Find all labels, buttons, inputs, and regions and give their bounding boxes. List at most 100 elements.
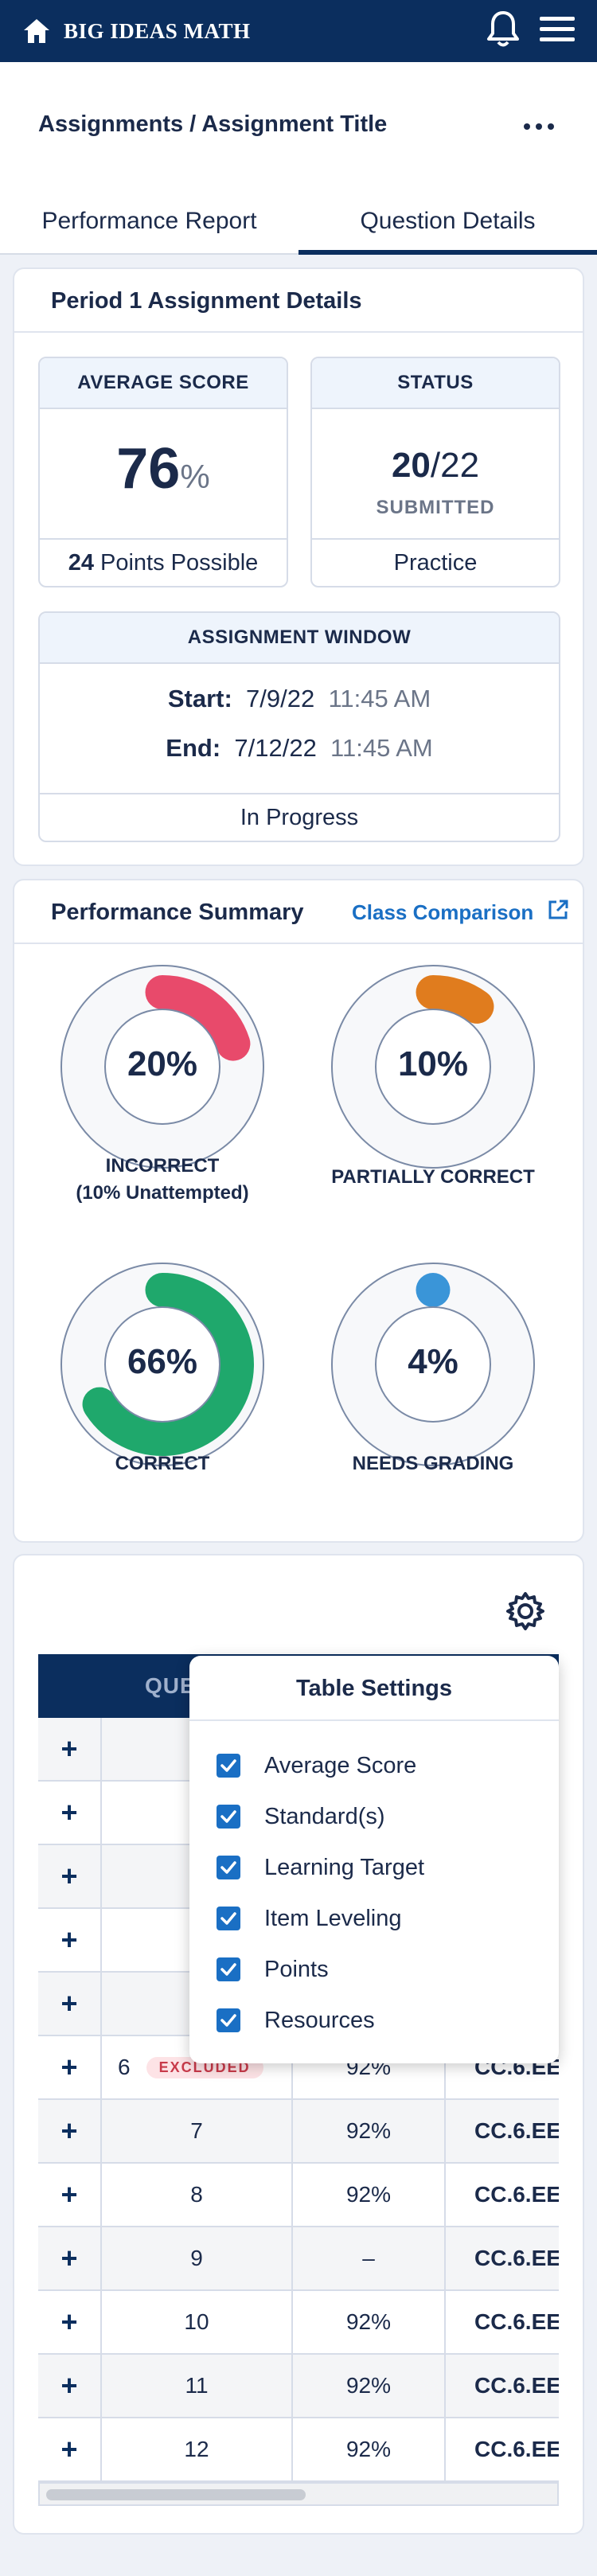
tab-question-details[interactable]: Question Details [298,197,597,255]
question-column-header[interactable]: QUE [145,1673,196,1698]
donut-label: PARTIALLY CORRECT [331,1166,535,1188]
settings-option[interactable]: Resources [217,2004,375,2036]
total-count: /22 [430,446,480,485]
expand-row-button[interactable]: + [38,2418,102,2480]
expand-row-button[interactable]: + [38,1973,102,2035]
settings-option[interactable]: Item Leveling [217,1903,402,1934]
expand-row-button[interactable]: + [38,2036,102,2098]
home-icon[interactable] [22,17,51,45]
checkbox-checked-icon[interactable] [217,1957,240,1981]
average-score-cell: – [293,2227,446,2289]
external-link-icon [548,900,568,926]
donut-label: CORRECT [115,1453,210,1474]
performance-summary-card: Performance Summary Class Comparison 20%… [13,879,584,1543]
summary-title: Performance Summary [51,900,304,925]
donut-chart: 10% [330,963,537,1174]
expand-row-button[interactable]: + [38,2355,102,2417]
bell-icon[interactable] [486,10,521,53]
start-time: 11:45 AM [328,685,431,712]
donut-chart: 20% [59,963,266,1174]
donut-label: INCORRECT (10% Unattempted) [76,1155,249,1204]
tab-bar: Performance Report Question Details [0,197,597,255]
standard-cell: CC.6.EE [474,2437,559,2461]
average-score-cell: 92% [293,2418,446,2480]
checkbox-checked-icon[interactable] [217,1907,240,1930]
settings-option-label: Resources [264,2007,375,2033]
donut-segment [416,1273,451,1307]
question-number-cell: 12 [102,2418,293,2480]
status-box: STATUS 20/22 SUBMITTED Practice [310,357,560,587]
donut-value: 4% [408,1342,458,1381]
table-row: +11 92% CC.6.EE [38,2355,559,2418]
checkbox-checked-icon[interactable] [217,2008,240,2032]
standard-cell: CC.6.EE [474,2373,559,2398]
average-score-box: AVERAGE SCORE 76% 24 Points Possible [38,357,288,587]
average-score-cell: 92% [293,2291,446,2353]
class-comparison-label: Class Comparison [352,900,534,924]
horizontal-scrollbar[interactable] [38,2482,559,2506]
question-number-cell: 10 [102,2291,293,2353]
table-row: +9– CC.6.EE [38,2227,559,2291]
standard-cell: CC.6.EE [474,2182,559,2207]
checkbox-checked-icon[interactable] [217,1805,240,1829]
average-score-cell: 92% [293,2100,446,2162]
donut-chart: 66% [59,1261,266,1472]
expand-row-button[interactable]: + [38,1718,102,1780]
more-options-icon[interactable] [519,115,559,139]
donut-value: 66% [127,1342,198,1381]
donut-value: 10% [397,1044,469,1083]
checkbox-checked-icon[interactable] [217,1754,240,1778]
table-settings-title: Table Settings [189,1656,559,1721]
average-score-unit: % [180,458,210,495]
settings-option-label: Points [264,1956,329,1982]
donut-segment [416,975,494,1024]
menu-icon[interactable] [540,15,575,48]
checkbox-checked-icon[interactable] [217,1856,240,1879]
average-score-value: 76 [116,437,181,501]
settings-option[interactable]: Learning Target [217,1852,424,1883]
table-row: +10 92% CC.6.EE [38,2291,559,2355]
class-comparison-link[interactable]: Class Comparison [352,900,568,926]
expand-row-button[interactable]: + [38,2100,102,2162]
gear-icon[interactable] [505,1590,546,1636]
points-value: 24 [68,550,94,576]
settings-option-label: Item Leveling [264,1905,402,1931]
donut-label: NEEDS GRADING [352,1453,514,1474]
status-header: STATUS [312,358,559,409]
top-bar: BIG IDEAS MATH [0,0,597,62]
assignment-window-header: ASSIGNMENT WINDOW [40,613,559,664]
donut-value: 20% [127,1044,198,1083]
tab-performance-report[interactable]: Performance Report [41,208,257,234]
average-score-cell: 92% [293,2164,446,2226]
window-status: In Progress [40,793,559,841]
breadcrumb[interactable]: Assignments / Assignment Title [38,111,388,137]
expand-row-button[interactable]: + [38,2291,102,2353]
end-date: 7/12/22 [234,734,317,762]
status-footer: Practice [312,538,559,586]
expand-row-button[interactable]: + [38,1845,102,1907]
settings-option[interactable]: Average Score [217,1750,416,1782]
start-label: Start: [167,685,232,712]
expand-row-button[interactable]: + [38,1782,102,1844]
table-row: +8 92% CC.6.EE [38,2164,559,2227]
donut-chart: 4% [330,1261,537,1472]
average-score-cell: 92% [293,2355,446,2417]
standard-cell: CC.6.EE [474,2309,559,2334]
question-number-cell: 9 [102,2227,293,2289]
expand-row-button[interactable]: + [38,1909,102,1971]
submitted-count: 20 [391,446,431,485]
details-title: Period 1 Assignment Details [51,288,362,314]
settings-option-label: Average Score [264,1752,417,1778]
expand-row-button[interactable]: + [38,2227,102,2289]
scrollbar-thumb[interactable] [46,2489,306,2500]
settings-option[interactable]: Standard(s) [217,1801,385,1832]
question-number-cell: 7 [102,2100,293,2162]
settings-option-label: Standard(s) [264,1803,385,1829]
settings-option[interactable]: Points [217,1953,329,1985]
expand-row-button[interactable]: + [38,2164,102,2226]
brand-logo[interactable]: BIG IDEAS MATH [64,18,251,43]
donut-segment [82,1273,254,1456]
page-header: Assignments / Assignment Title Performan… [0,62,597,255]
average-score-header: AVERAGE SCORE [40,358,287,409]
standard-cell: CC.6.EE [474,2246,559,2270]
